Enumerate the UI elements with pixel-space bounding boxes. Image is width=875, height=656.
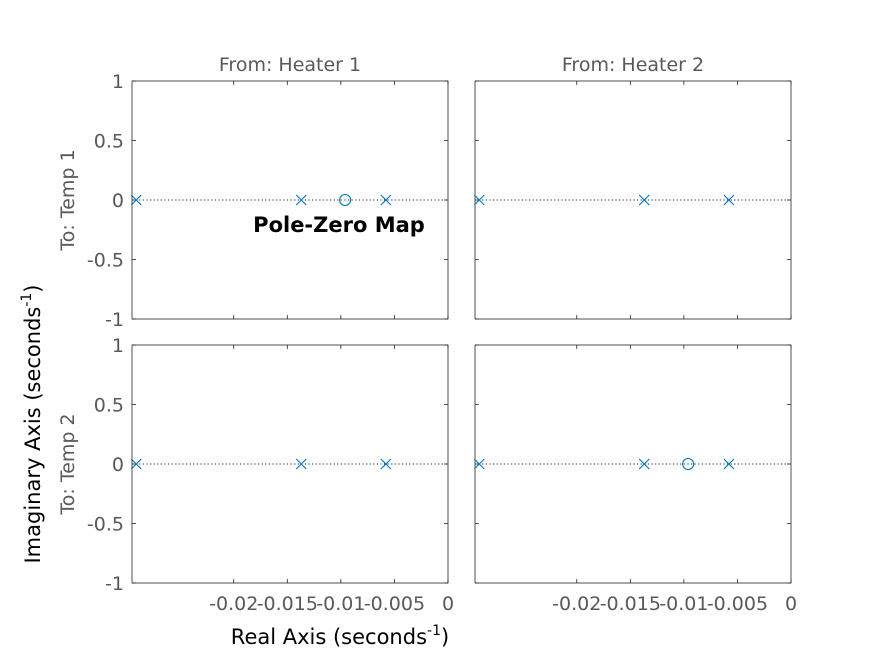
x-tick-label: -0.01 xyxy=(659,593,708,615)
chart-title: Pole-Zero Map xyxy=(253,213,425,237)
x-tick-label: 0 xyxy=(442,593,454,615)
pole-marker xyxy=(638,194,650,206)
pole-marker xyxy=(473,194,485,206)
y-tick-label: -1 xyxy=(105,309,124,331)
y-axis-label: Imaginary Axis (seconds-1) xyxy=(19,284,45,563)
column-title-1: From: Heater 1 xyxy=(219,54,361,76)
x-tick-label: -0.02 xyxy=(209,593,258,615)
y-tick-label: 0 xyxy=(112,454,124,476)
x-tick-label: -0.005 xyxy=(364,593,425,615)
pole-marker xyxy=(130,458,142,470)
x-tick-label: -0.01 xyxy=(316,593,365,615)
pole-marker xyxy=(638,458,650,470)
column-title-2: From: Heater 2 xyxy=(562,54,704,76)
pole-marker xyxy=(295,194,307,206)
y-tick-label: -0.5 xyxy=(87,514,124,536)
y-tick-label: 0.5 xyxy=(94,395,124,417)
subplot-r1-c2 xyxy=(473,80,792,320)
zero-marker xyxy=(682,457,695,471)
pole-marker xyxy=(380,458,392,470)
row-label-1: To: Temp 1 xyxy=(57,149,79,251)
row-label-2: To: Temp 2 xyxy=(57,413,79,515)
x-axis-label: Real Axis (seconds-1) xyxy=(231,623,449,649)
subplot-r1-c1: 1 0.5 0 -0.5 -1 xyxy=(87,71,449,331)
pole-marker xyxy=(380,194,392,206)
y-tick-label: 1 xyxy=(112,335,124,357)
pole-marker xyxy=(473,458,485,470)
y-tick-label: 1 xyxy=(112,71,124,93)
x-tick-label: -0.02 xyxy=(552,593,601,615)
subplot-panels: 10.50-0.5-110.50-0.5-1-0.02-0.015-0.01-0… xyxy=(87,71,797,615)
pole-marker xyxy=(295,458,307,470)
x-tick-label: 0 xyxy=(785,593,797,615)
subplot-r2-c2: -0.02-0.015-0.01-0.005 0 xyxy=(473,344,797,615)
pole-marker xyxy=(723,194,735,206)
x-tick-label: -0.005 xyxy=(707,593,768,615)
y-tick-label: -1 xyxy=(105,573,124,595)
row-labels: To: Temp 1 To: Temp 2 xyxy=(57,149,79,515)
pole-marker xyxy=(130,194,142,206)
x-tick-label: -0.015 xyxy=(600,593,661,615)
y-tick-label: 0.5 xyxy=(94,131,124,153)
column-titles: From: Heater 1 From: Heater 2 xyxy=(219,54,704,76)
pole-marker xyxy=(723,458,735,470)
x-tick-label: -0.015 xyxy=(257,593,318,615)
zero-marker xyxy=(339,193,352,207)
subplot-r2-c1: 1 0.5 0 -0.5 -1 -0.02-0.015-0.01-0.005 0 xyxy=(87,335,454,615)
y-tick-label: 0 xyxy=(112,190,124,212)
y-tick-label: -0.5 xyxy=(87,250,124,272)
